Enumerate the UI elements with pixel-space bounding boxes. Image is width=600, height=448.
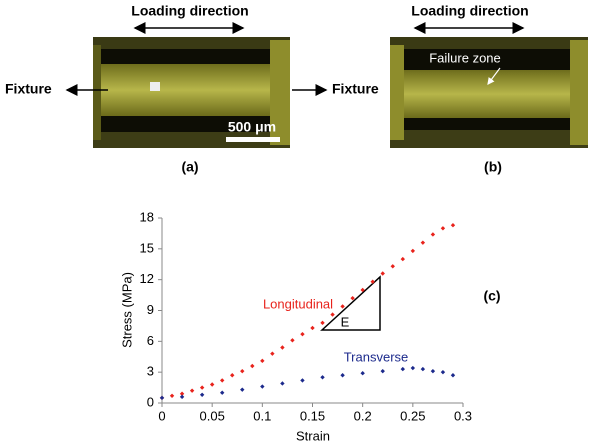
series-label: Transverse — [344, 349, 409, 364]
point — [360, 370, 365, 376]
point — [230, 373, 235, 378]
x-axis-title: Strain — [296, 428, 330, 443]
panel-label: (a) — [181, 159, 198, 175]
scale-bar-label: 500 μm — [228, 119, 276, 135]
series-label: Longitudinal — [263, 296, 333, 311]
y-tick-label: 9 — [147, 302, 154, 317]
point — [250, 363, 255, 369]
annotation: E — [341, 314, 350, 329]
x-tick-label: 0.2 — [354, 408, 372, 423]
slope-triangle — [320, 275, 381, 331]
y-tick-label: 12 — [140, 271, 154, 286]
arrow — [487, 67, 501, 85]
heading: Loading direction — [131, 3, 248, 19]
point — [450, 373, 456, 378]
point — [189, 388, 195, 393]
panel-label: (b) — [484, 159, 502, 175]
point — [300, 331, 305, 337]
point — [340, 304, 345, 309]
point — [280, 381, 285, 386]
point — [240, 368, 245, 374]
point — [350, 295, 355, 301]
photo — [93, 37, 290, 148]
point — [430, 232, 436, 237]
point — [380, 368, 385, 374]
y-axis-title: Stress (MPa) — [119, 272, 134, 348]
y-tick-label: 18 — [140, 209, 154, 224]
point — [390, 264, 395, 269]
x-tick-label: 0.1 — [253, 408, 271, 423]
point — [370, 279, 375, 284]
point — [199, 392, 205, 397]
point — [330, 312, 335, 317]
point — [360, 287, 365, 293]
point — [410, 365, 416, 371]
y-tick-label: 0 — [147, 394, 154, 409]
point — [179, 391, 185, 396]
point — [420, 366, 426, 372]
point — [380, 271, 385, 276]
point — [260, 358, 265, 364]
point — [209, 382, 215, 387]
point — [450, 222, 456, 228]
point — [290, 338, 295, 343]
point — [410, 248, 416, 254]
point — [280, 345, 285, 350]
y-tick-label: 3 — [147, 364, 154, 379]
fixture-label: Fixture — [5, 81, 52, 97]
point — [220, 390, 225, 395]
point — [199, 385, 205, 390]
scale-bar — [226, 137, 280, 142]
point — [159, 395, 165, 401]
point — [420, 240, 426, 245]
fixture-label: Fixture — [332, 81, 379, 97]
heading: Loading direction — [411, 3, 528, 19]
point — [260, 384, 265, 389]
x-tick-label: 0.15 — [300, 408, 325, 423]
point — [440, 226, 446, 231]
point — [430, 368, 436, 374]
point — [400, 256, 405, 262]
point — [270, 351, 275, 356]
point — [169, 393, 175, 399]
annotation: Failure zone — [429, 50, 501, 65]
point — [220, 378, 225, 383]
x-tick-label: 0.05 — [200, 408, 225, 423]
point — [300, 378, 305, 383]
y-tick-label: 15 — [140, 240, 154, 255]
point — [340, 373, 345, 378]
panel-label: (c) — [483, 288, 500, 304]
y-tick-label: 6 — [147, 333, 154, 348]
x-tick-label: 0 — [158, 408, 165, 423]
point — [320, 320, 325, 326]
point — [179, 394, 185, 400]
point — [440, 369, 446, 375]
point — [320, 375, 325, 380]
point — [310, 325, 315, 331]
x-tick-label: 0.25 — [400, 408, 425, 423]
x-tick-label: 0.3 — [454, 408, 472, 423]
point — [240, 387, 245, 392]
point — [400, 366, 405, 372]
